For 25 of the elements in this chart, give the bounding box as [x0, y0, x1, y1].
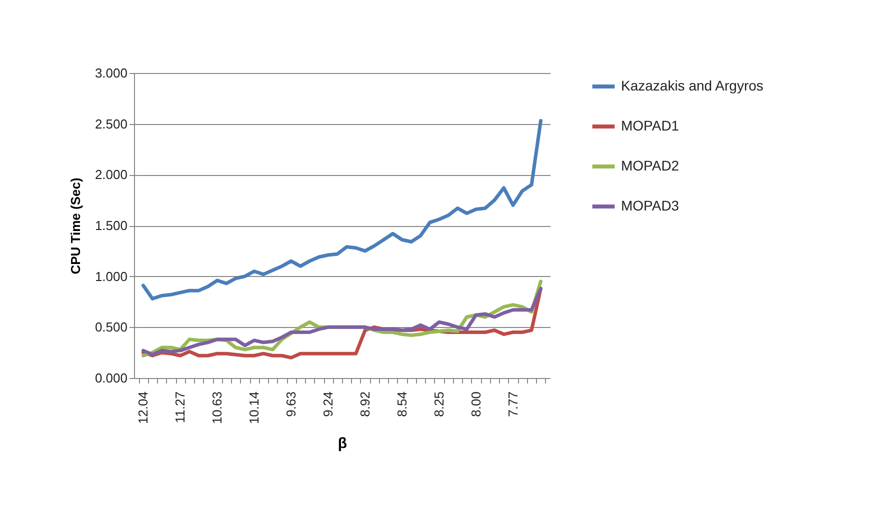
- x-tick-label: 10.14: [246, 392, 262, 424]
- legend-label: MOPAD3: [621, 198, 680, 214]
- x-tick-label: 9.24: [320, 392, 336, 417]
- x-tick-label: 10.63: [210, 392, 225, 424]
- y-tick-label: 1.500: [94, 218, 128, 233]
- x-tick-label: 8.92: [358, 392, 373, 417]
- x-tick-label: 8.00: [468, 392, 484, 417]
- x-tick-label: 8.25: [432, 392, 447, 417]
- y-tick-label: 2.500: [94, 116, 128, 132]
- x-tick-label: 7.77: [506, 392, 521, 417]
- x-axis-title: β: [338, 435, 348, 452]
- x-tick-label: 9.63: [284, 392, 299, 417]
- y-tick-label: 0.500: [94, 320, 128, 335]
- legend-label: MOPAD1: [621, 118, 680, 134]
- x-tick-label: 8.54: [394, 392, 410, 417]
- x-tick-label: 11.27: [172, 392, 188, 424]
- x-tick-label: 12.04: [136, 392, 151, 424]
- y-tick-label: 2.000: [94, 167, 128, 182]
- line-series: [141, 119, 543, 300]
- y-axis-title: CPU Time (Sec): [68, 178, 83, 274]
- y-tick-label: 1.000: [94, 268, 128, 284]
- y-tick-label: 3.000: [94, 66, 128, 80]
- legend-label: MOPAD2: [621, 158, 680, 174]
- y-tick-label: 0.000: [94, 370, 128, 386]
- legend-label: Kazazakis and Argyros: [621, 78, 764, 94]
